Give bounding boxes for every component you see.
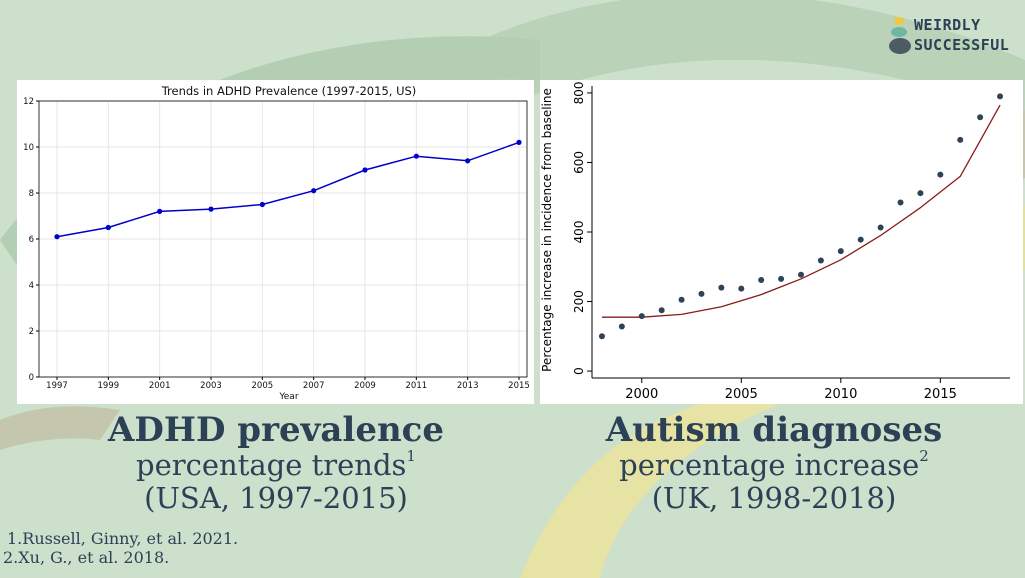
adhd-footnote-marker: 1 xyxy=(406,447,416,465)
x-tick-label: 2005 xyxy=(252,381,274,391)
y-tick-label: 0 xyxy=(572,367,586,375)
autism-data-point xyxy=(658,307,665,314)
x-tick-label: 1999 xyxy=(98,381,120,391)
adhd-data-point xyxy=(157,208,163,214)
adhd-data-point xyxy=(105,224,111,231)
x-tick-label: 2009 xyxy=(354,381,376,391)
autism-data-point xyxy=(997,93,1004,100)
y-tick-label: 200 xyxy=(572,290,586,313)
autism-data-point xyxy=(957,136,964,143)
adhd-data-point xyxy=(516,139,522,145)
y-tick-label: 4 xyxy=(29,281,34,291)
autism-data-point xyxy=(618,323,625,330)
autism-data-point xyxy=(917,190,924,197)
autism-data-point xyxy=(837,248,844,255)
references: 1.Russell, Ginny, et al. 2021. 2.Xu, G.,… xyxy=(3,529,238,567)
x-tick-label: 2011 xyxy=(406,381,428,391)
autism-data-point xyxy=(598,333,605,340)
y-tick-label: 0 xyxy=(29,373,34,383)
x-tick-label: 2007 xyxy=(303,381,325,391)
brand-logo: WEIRDLY SUCCESSFUL xyxy=(888,14,1024,58)
y-tick-label: 400 xyxy=(572,221,586,244)
brand-name-line1: WEIRDLY xyxy=(914,16,981,34)
autism-caption: Autism diagnoses percentage increase2 (U… xyxy=(574,413,974,513)
x-tick-label: 2001 xyxy=(149,381,171,391)
autism-chart-panel: Percentage increase in incidence from ba… xyxy=(540,80,1023,404)
y-tick-label: 800 xyxy=(572,81,586,104)
adhd-data-point xyxy=(259,201,265,208)
reference-item: 2.Xu, G., et al. 2018. xyxy=(3,548,238,567)
y-tick-label: 12 xyxy=(23,97,34,107)
stacked-stones-icon xyxy=(889,17,911,54)
y-tick-label: 2 xyxy=(29,327,34,337)
brand-name-line2: SUCCESSFUL xyxy=(914,36,1010,54)
adhd-data-point xyxy=(413,153,419,159)
adhd-data-point xyxy=(465,158,471,164)
reference-item: 1.Russell, Ginny, et al. 2021. xyxy=(3,529,238,548)
autism-data-point xyxy=(897,199,904,206)
adhd-caption-title: ADHD prevalence xyxy=(107,410,444,450)
adhd-data-point xyxy=(362,167,368,173)
autism-data-point xyxy=(857,236,864,243)
chart-title: Trends in ADHD Prevalence (1997-2015, US… xyxy=(161,84,417,98)
x-tick-label: 2003 xyxy=(200,381,222,391)
reference-text: Russell, Ginny, et al. 2021. xyxy=(22,529,239,548)
autism-data-point xyxy=(937,171,944,178)
x-tick-label: 2015 xyxy=(924,387,957,402)
x-tick-label: 2010 xyxy=(824,387,857,402)
autism-data-point xyxy=(877,224,884,231)
autism-caption-subtitle: percentage increase2 xyxy=(574,448,974,482)
adhd-caption-subtitle: percentage trends1 xyxy=(76,448,476,482)
adhd-chart-panel: Trends in ADHD Prevalence (1997-2015, US… xyxy=(17,80,534,404)
plot-frame xyxy=(38,100,528,378)
adhd-data-point xyxy=(54,234,60,240)
autism-caption-subtitle-text: percentage increase xyxy=(619,448,920,482)
reference-text: Xu, G., et al. 2018. xyxy=(18,548,170,567)
autism-data-point xyxy=(798,271,804,278)
x-tick-label: 1997 xyxy=(46,381,68,391)
y-tick-label: 10 xyxy=(23,143,34,153)
y-tick-label: 600 xyxy=(572,151,586,174)
autism-data-point xyxy=(817,257,824,264)
x-tick-label: 2000 xyxy=(625,387,658,402)
reference-number: 1. xyxy=(7,529,23,548)
autism-data-point xyxy=(977,114,984,121)
x-axis-label: Year xyxy=(278,392,298,402)
x-tick-label: 2015 xyxy=(508,381,530,391)
adhd-caption-subtitle-text: percentage trends xyxy=(136,448,407,482)
autism-data-point xyxy=(638,313,645,320)
y-tick-label: 6 xyxy=(29,235,34,245)
autism-data-point xyxy=(678,296,685,303)
adhd-line-chart: Trends in ADHD Prevalence (1997-2015, US… xyxy=(23,84,530,402)
autism-data-point xyxy=(738,285,745,292)
autism-data-point xyxy=(758,276,765,283)
autism-caption-region: (UK, 1998-2018) xyxy=(651,481,897,515)
y-axis-label: Percentage increase in incidence from ba… xyxy=(540,88,554,372)
adhd-caption-region: (USA, 1997-2015) xyxy=(144,481,408,515)
autism-data-point xyxy=(778,275,785,282)
adhd-data-point xyxy=(208,206,214,212)
autism-data-point xyxy=(698,290,705,297)
y-tick-label: 8 xyxy=(29,189,34,199)
adhd-series-line xyxy=(56,141,520,238)
autism-footnote-marker: 2 xyxy=(919,447,929,465)
autism-caption-title: Autism diagnoses xyxy=(605,410,943,450)
autism-scatter-chart: Percentage increase in incidence from ba… xyxy=(540,81,1010,402)
quadratic-fit-line xyxy=(601,104,1001,318)
autism-data-point xyxy=(718,284,725,291)
x-tick-label: 2005 xyxy=(725,387,758,402)
adhd-data-point xyxy=(311,188,317,194)
reference-number: 2. xyxy=(3,548,19,567)
adhd-caption: ADHD prevalence percentage trends1 (USA,… xyxy=(76,413,476,513)
x-tick-label: 2013 xyxy=(457,381,479,391)
